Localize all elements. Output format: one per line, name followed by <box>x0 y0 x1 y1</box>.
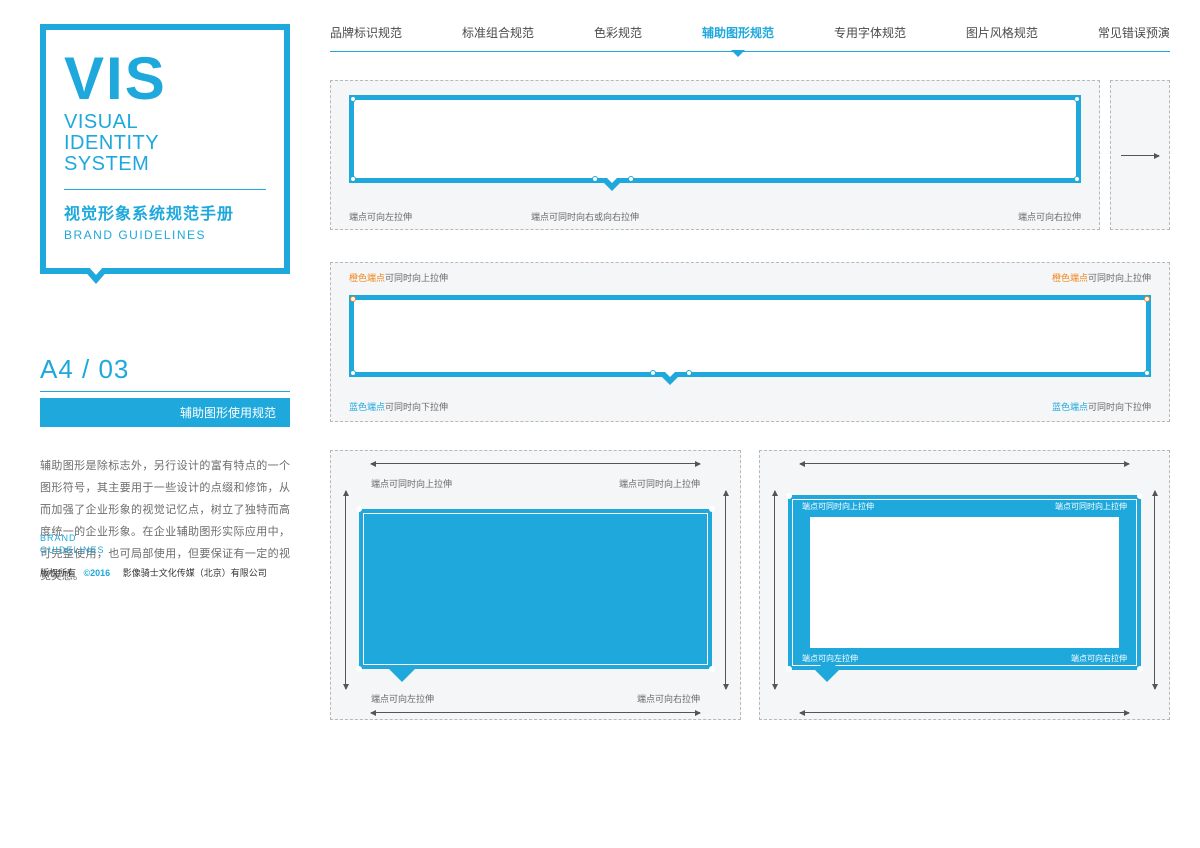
nav-item[interactable]: 常见错误预演 <box>1098 24 1170 41</box>
inner-border <box>363 513 708 665</box>
arrow-v-icon <box>725 491 726 689</box>
anchor-dot <box>786 666 792 672</box>
anchor-dot <box>350 370 356 376</box>
anchor-dot <box>709 666 715 672</box>
anchor-dot <box>350 96 356 102</box>
diagram-3-solid: 端点可同时向上拉伸 端点可同时向上拉伸 端点可向左拉伸 端点可向右拉伸 <box>330 450 741 720</box>
anchor-dot <box>350 176 356 182</box>
notch-icon <box>662 369 678 377</box>
anchor-dot-orange <box>1144 296 1150 302</box>
divider <box>40 391 290 392</box>
content-area: 端点可向左拉伸 端点可同时向右或向右拉伸 端点可向右拉伸 橙色端点可同时向上拉伸… <box>330 70 1170 828</box>
label: 橙色端点可同时向上拉伸 <box>349 271 448 284</box>
logo-abbr: VIS <box>64 52 266 106</box>
frame-solid <box>359 509 712 669</box>
label: 橙色端点可同时向上拉伸 <box>1052 271 1151 284</box>
arrow-v-icon <box>1154 491 1155 689</box>
notch-icon <box>604 175 620 183</box>
divider <box>64 189 266 190</box>
nav-item[interactable]: 图片风格规范 <box>966 24 1038 41</box>
label: 端点可向右拉伸 <box>637 692 700 705</box>
frame-thick: 端点可同时向上拉伸 端点可同时向上拉伸 端点可向左拉伸 端点可向右拉伸 <box>788 495 1141 670</box>
anchor-dot <box>1074 96 1080 102</box>
mini-label: 端点可向右拉伸 <box>1071 653 1127 664</box>
anchor-dot <box>356 506 362 512</box>
sidebar: VIS VISUAL IDENTITY SYSTEM 视觉形象系统规范手册 BR… <box>40 24 290 587</box>
inner-border <box>792 499 1137 666</box>
diagram-row-1: 端点可向左拉伸 端点可同时向右或向右拉伸 端点可向右拉伸 <box>330 80 1170 230</box>
frame-shape <box>349 95 1081 183</box>
anchor-dot <box>356 666 362 672</box>
diagram-1-side <box>1110 80 1170 230</box>
notch-icon <box>389 669 415 682</box>
arrow-h-icon <box>800 463 1129 464</box>
copyright: 版权所有 ©2016 影像骑士文化传媒（北京）有限公司 <box>40 566 267 579</box>
anchor-dot <box>686 370 692 376</box>
nav-item-active[interactable]: 辅助图形规范 <box>702 24 774 41</box>
label: 端点可向左拉伸 <box>349 210 412 223</box>
arrow-v-icon <box>774 491 775 689</box>
diagram-1-main: 端点可向左拉伸 端点可同时向右或向右拉伸 端点可向右拉伸 <box>330 80 1100 230</box>
section-title: 辅助图形使用规范 <box>40 398 290 427</box>
logo-box: VIS VISUAL IDENTITY SYSTEM 视觉形象系统规范手册 BR… <box>40 24 290 274</box>
anchor-dot <box>1137 666 1143 672</box>
anchor-dot <box>628 176 634 182</box>
arrow-right-icon <box>1121 155 1159 156</box>
nav-item[interactable]: 标准组合规范 <box>462 24 534 41</box>
anchor-dot <box>709 506 715 512</box>
nav-item[interactable]: 专用字体规范 <box>834 24 906 41</box>
diagram-3-thick: 端点可同时向上拉伸 端点可同时向上拉伸 端点可向左拉伸 端点可向右拉伸 <box>759 450 1170 720</box>
anchor-dot <box>1137 493 1143 499</box>
label: 端点可同时向上拉伸 <box>619 477 700 490</box>
frame-shape <box>349 295 1151 377</box>
diagram-2: 橙色端点可同时向上拉伸 橙色端点可同时向上拉伸 蓝色端点可同时向下拉伸 蓝色端点… <box>330 262 1170 422</box>
page-code: A4 / 03 <box>40 354 290 385</box>
label: 蓝色端点可同时向下拉伸 <box>349 400 448 413</box>
nav-item[interactable]: 色彩规范 <box>594 24 642 41</box>
diagram-row-3: 端点可同时向上拉伸 端点可同时向上拉伸 端点可向左拉伸 端点可向右拉伸 端点可同… <box>330 450 1170 720</box>
title-en: BRAND GUIDELINES <box>64 228 266 242</box>
arrow-v-icon <box>345 491 346 689</box>
label: 端点可向右拉伸 <box>1018 210 1081 223</box>
label: 蓝色端点可同时向下拉伸 <box>1052 400 1151 413</box>
mini-label: 端点可向左拉伸 <box>802 653 858 664</box>
anchor-dot <box>650 370 656 376</box>
anchor-dot <box>1144 370 1150 376</box>
anchor-dot <box>592 176 598 182</box>
footer-brand: BRAND GUIDELINES <box>40 532 105 557</box>
mini-label: 端点可同时向上拉伸 <box>1055 501 1127 512</box>
nav-item[interactable]: 品牌标识规范 <box>330 24 402 41</box>
anchor-dot <box>1074 176 1080 182</box>
notch-icon <box>820 665 836 673</box>
anchor-dot-orange <box>350 296 356 302</box>
label: 端点可同时向右或向右拉伸 <box>531 210 639 223</box>
anchor-dot <box>786 493 792 499</box>
label: 端点可向左拉伸 <box>371 692 434 705</box>
arrow-h-icon <box>371 712 700 713</box>
top-nav: 品牌标识规范 标准组合规范 色彩规范 辅助图形规范 专用字体规范 图片风格规范 … <box>330 24 1170 52</box>
label: 端点可同时向上拉伸 <box>371 477 452 490</box>
mini-label: 端点可同时向上拉伸 <box>802 501 874 512</box>
title-cn: 视觉形象系统规范手册 <box>64 200 266 224</box>
arrow-h-icon <box>800 712 1129 713</box>
arrow-h-icon <box>371 463 700 464</box>
logo-en: VISUAL IDENTITY SYSTEM <box>64 112 266 175</box>
